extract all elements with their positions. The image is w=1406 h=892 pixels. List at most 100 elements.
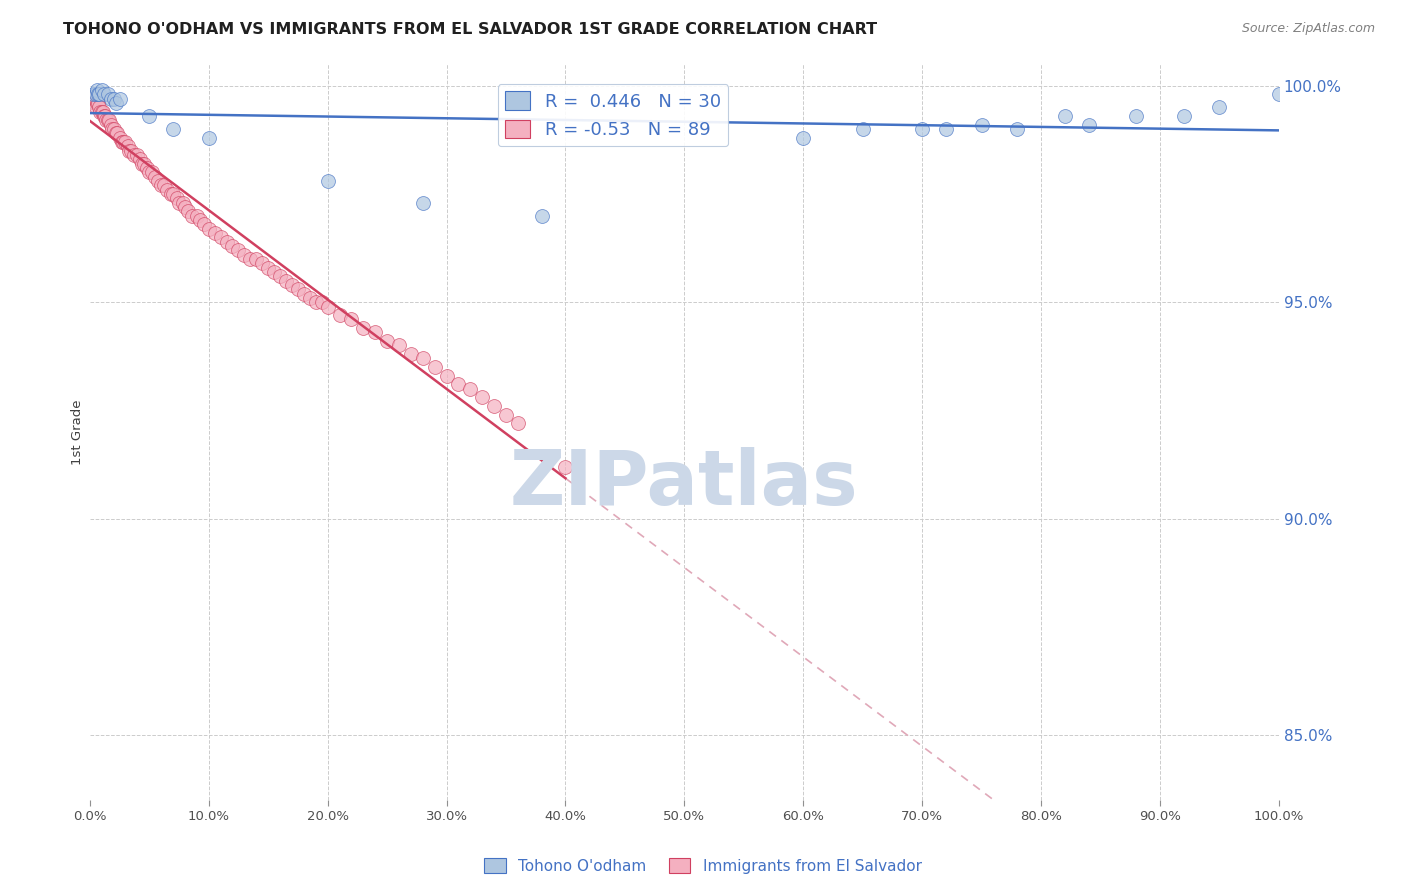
Point bbox=[970, 118, 993, 132]
Point bbox=[105, 126, 128, 140]
Point bbox=[93, 109, 115, 123]
Point bbox=[252, 256, 274, 270]
Point bbox=[340, 312, 363, 326]
Point bbox=[162, 186, 184, 201]
Point bbox=[204, 226, 226, 240]
Point bbox=[298, 291, 321, 305]
Point bbox=[181, 209, 204, 223]
Point bbox=[122, 148, 145, 162]
Text: TOHONO O'ODHAM VS IMMIGRANTS FROM EL SALVADOR 1ST GRADE CORRELATION CHART: TOHONO O'ODHAM VS IMMIGRANTS FROM EL SAL… bbox=[63, 22, 877, 37]
Point bbox=[172, 195, 194, 210]
Point bbox=[167, 195, 190, 210]
Point bbox=[104, 95, 127, 110]
Point bbox=[120, 144, 142, 158]
Point bbox=[82, 92, 104, 106]
Point bbox=[193, 217, 215, 231]
Point bbox=[162, 122, 184, 136]
Point bbox=[190, 213, 212, 227]
Legend: Tohono O'odham, Immigrants from El Salvador: Tohono O'odham, Immigrants from El Salva… bbox=[478, 852, 928, 880]
Point bbox=[91, 104, 114, 119]
Point bbox=[159, 186, 181, 201]
Point bbox=[447, 377, 470, 392]
Point bbox=[90, 104, 112, 119]
Point bbox=[792, 130, 814, 145]
Point bbox=[399, 347, 422, 361]
Point bbox=[93, 87, 115, 102]
Point bbox=[138, 109, 160, 123]
Point bbox=[209, 230, 232, 244]
Point bbox=[328, 308, 350, 322]
Point bbox=[935, 122, 957, 136]
Point bbox=[197, 130, 219, 145]
Point bbox=[412, 195, 434, 210]
Text: ZIPatlas: ZIPatlas bbox=[510, 447, 859, 521]
Point bbox=[104, 126, 127, 140]
Point bbox=[197, 221, 219, 235]
Point bbox=[269, 269, 291, 284]
Point bbox=[186, 209, 208, 223]
Point bbox=[287, 282, 309, 296]
Point bbox=[90, 83, 112, 97]
Point bbox=[127, 148, 149, 162]
Point bbox=[423, 360, 446, 375]
Point bbox=[245, 252, 267, 266]
Point bbox=[1125, 109, 1147, 123]
Point bbox=[100, 118, 122, 132]
Point bbox=[101, 122, 124, 136]
Point bbox=[1208, 100, 1230, 114]
Text: Source: ZipAtlas.com: Source: ZipAtlas.com bbox=[1241, 22, 1375, 36]
Point bbox=[316, 174, 339, 188]
Point bbox=[84, 100, 107, 114]
Point bbox=[138, 165, 160, 179]
Point bbox=[97, 87, 120, 102]
Point bbox=[1077, 118, 1099, 132]
Point bbox=[118, 144, 141, 158]
Point bbox=[114, 135, 136, 149]
Point bbox=[281, 277, 304, 292]
Point bbox=[87, 87, 110, 102]
Point bbox=[352, 321, 374, 335]
Point bbox=[292, 286, 315, 301]
Point bbox=[87, 95, 110, 110]
Point bbox=[111, 135, 134, 149]
Point bbox=[152, 178, 174, 193]
Point bbox=[388, 338, 411, 352]
Point bbox=[117, 139, 139, 153]
Point bbox=[103, 122, 125, 136]
Point bbox=[84, 87, 107, 102]
Point bbox=[143, 169, 166, 184]
Point bbox=[1007, 122, 1029, 136]
Point bbox=[495, 408, 517, 422]
Point bbox=[177, 204, 200, 219]
Point bbox=[156, 183, 179, 197]
Point bbox=[108, 130, 131, 145]
Point bbox=[852, 122, 875, 136]
Point bbox=[554, 459, 576, 474]
Y-axis label: 1st Grade: 1st Grade bbox=[72, 400, 84, 465]
Point bbox=[128, 153, 150, 167]
Point bbox=[150, 178, 173, 193]
Point bbox=[436, 368, 458, 383]
Point bbox=[1053, 109, 1076, 123]
Point bbox=[316, 300, 339, 314]
Point bbox=[97, 113, 120, 128]
Point bbox=[228, 244, 250, 258]
Point bbox=[108, 92, 131, 106]
Point bbox=[146, 174, 169, 188]
Point bbox=[166, 191, 188, 205]
Point bbox=[215, 235, 238, 249]
Point bbox=[86, 95, 108, 110]
Point bbox=[375, 334, 398, 348]
Point bbox=[96, 113, 118, 128]
Point bbox=[94, 109, 117, 123]
Point bbox=[82, 87, 104, 102]
Point bbox=[412, 351, 434, 366]
Point bbox=[530, 209, 553, 223]
Point bbox=[311, 295, 333, 310]
Point bbox=[1268, 87, 1291, 102]
Point bbox=[141, 165, 163, 179]
Point bbox=[911, 122, 934, 136]
Point bbox=[97, 113, 120, 128]
Point bbox=[263, 265, 285, 279]
Point bbox=[89, 100, 111, 114]
